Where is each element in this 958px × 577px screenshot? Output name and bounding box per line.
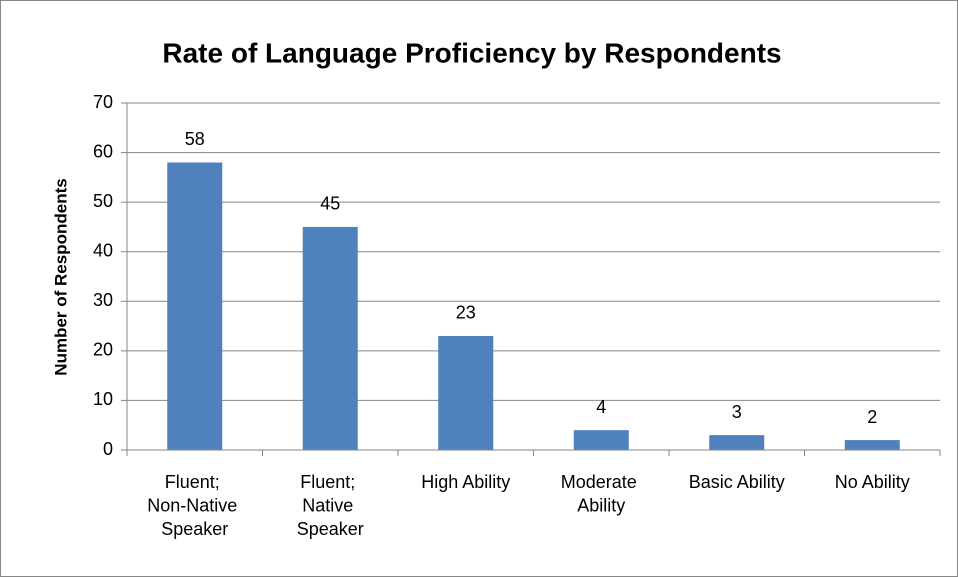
x-tick-label: No Ability [835,472,910,492]
y-axis-label: Number of Respondents [51,178,70,375]
bar [573,430,629,450]
x-tick-label: Moderate Ability [561,472,642,515]
x-tick-label: High Ability [421,472,510,492]
bar [302,226,358,450]
y-tick-label: 60 [93,141,113,161]
bar [167,162,223,450]
value-label: 3 [732,402,742,422]
value-label: 23 [456,303,476,323]
x-tick-label: Fluent; Native Speaker [297,472,364,539]
bar [709,435,765,450]
x-tick-label: Fluent; Non-Native Speaker [147,472,242,539]
value-label: 4 [596,397,606,417]
value-label: 2 [867,407,877,427]
y-tick-label: 70 [93,92,113,112]
x-tick-label: Basic Ability [689,472,785,492]
chart-title: Rate of Language Proficiency by Responde… [162,37,781,68]
y-tick-label: 50 [93,191,113,211]
value-label: 45 [320,194,340,214]
y-tick-label: 20 [93,340,113,360]
y-tick-label: 40 [93,240,113,260]
y-tick-label: 0 [103,439,113,459]
bar [438,335,494,450]
value-label: 58 [185,129,205,149]
y-tick-label: 10 [93,389,113,409]
bar [844,440,900,450]
y-tick-label: 30 [93,290,113,310]
